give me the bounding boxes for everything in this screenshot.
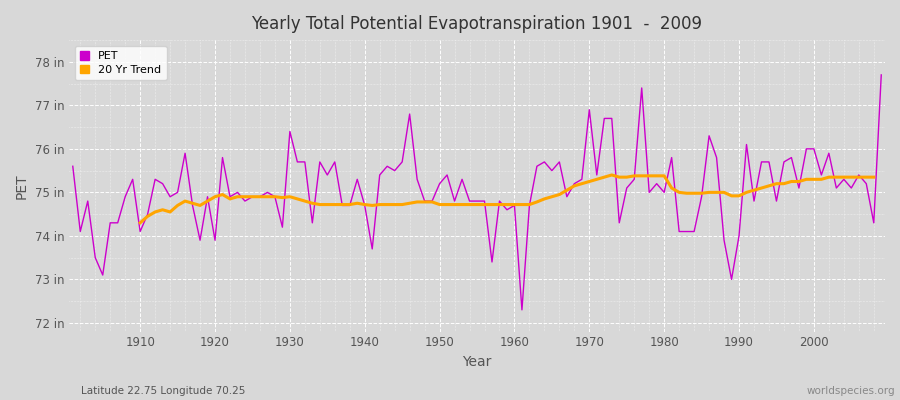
PET (876, 72, 886, 77)
Title: Yearly Total Potential Evapotranspiration 1901  -  2009: Yearly Total Potential Evapotranspiratio… (251, 15, 703, 33)
PET (337, 203, 347, 208)
20 Yr Trend (868, 175, 879, 180)
20 Yr Trend (329, 202, 340, 207)
PET (292, 160, 302, 164)
PET (127, 177, 138, 182)
X-axis label: Year: Year (463, 355, 491, 369)
PET (509, 203, 520, 208)
20 Yr Trend (501, 202, 512, 207)
Line: 20 Yr Trend: 20 Yr Trend (140, 175, 874, 223)
20 Yr Trend (607, 172, 617, 177)
PET (68, 164, 78, 169)
Line: PET: PET (73, 75, 881, 310)
PET (607, 116, 617, 121)
Text: Latitude 22.75 Longitude 70.25: Latitude 22.75 Longitude 70.25 (81, 386, 246, 396)
20 Yr Trend (135, 220, 146, 225)
20 Yr Trend (524, 202, 535, 207)
PET (501, 207, 512, 212)
20 Yr Trend (719, 190, 730, 195)
Y-axis label: PET: PET (15, 173, 29, 199)
Legend: PET, 20 Yr Trend: PET, 20 Yr Trend (75, 46, 166, 80)
20 Yr Trend (307, 201, 318, 206)
20 Yr Trend (359, 202, 370, 207)
Text: worldspecies.org: worldspecies.org (807, 386, 896, 396)
PET (517, 308, 527, 312)
